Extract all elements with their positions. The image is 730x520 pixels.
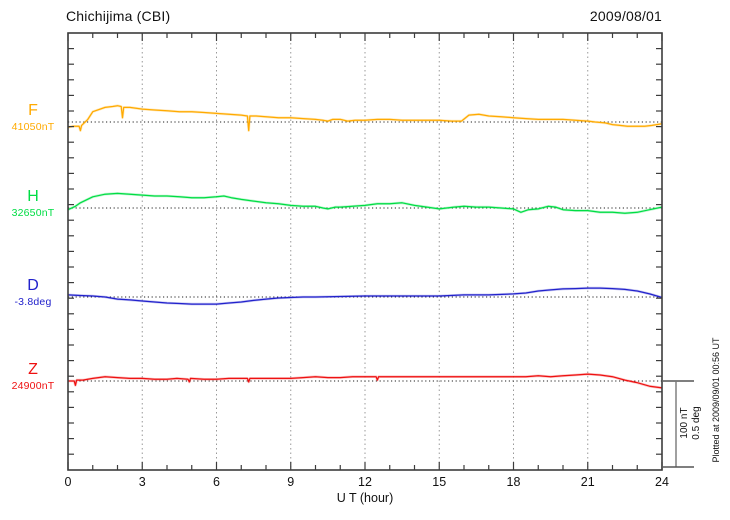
plotted-at-note: Plotted at 2009/09/01 00:56 UT [711, 337, 721, 463]
scale-label-deg: 0.5 deg [691, 406, 702, 440]
page-title: Chichijima (CBI) [66, 8, 171, 24]
x-axis-label: U T (hour) [336, 491, 394, 505]
series-z-baseline-value: 24900nT [11, 380, 55, 392]
series-f-name: F [28, 102, 38, 119]
series-label-f: F 41050nT [2, 103, 64, 133]
series-label-d: D -3.8deg [2, 278, 64, 308]
x-tick-label: 9 [287, 475, 295, 489]
x-tick-label: 15 [432, 475, 447, 489]
scale-bar-label: 100 nT 0.5 deg [679, 380, 705, 466]
x-tick-label: 3 [138, 475, 146, 489]
x-tick-label: 12 [358, 475, 372, 489]
plot-date: 2009/08/01 [589, 8, 662, 24]
x-tick-label: 21 [580, 475, 595, 489]
series-z-name: Z [28, 361, 38, 378]
series-h-baseline-value: 32650nT [11, 207, 55, 219]
series-f-baseline-value: 41050nT [11, 121, 55, 133]
x-tick-label: 18 [506, 475, 521, 489]
scale-label-nt: 100 nT [679, 407, 690, 439]
x-tick-label: 0 [64, 475, 72, 489]
series-d-name: D [27, 277, 39, 294]
series-label-z: Z 24900nT [2, 362, 64, 392]
series-d-baseline-value: -3.8deg [14, 296, 52, 308]
series-label-h: H 32650nT [2, 189, 64, 219]
series-h-name: H [27, 188, 39, 205]
x-tick-label: 24 [655, 475, 669, 489]
x-tick-label: 6 [213, 475, 220, 489]
